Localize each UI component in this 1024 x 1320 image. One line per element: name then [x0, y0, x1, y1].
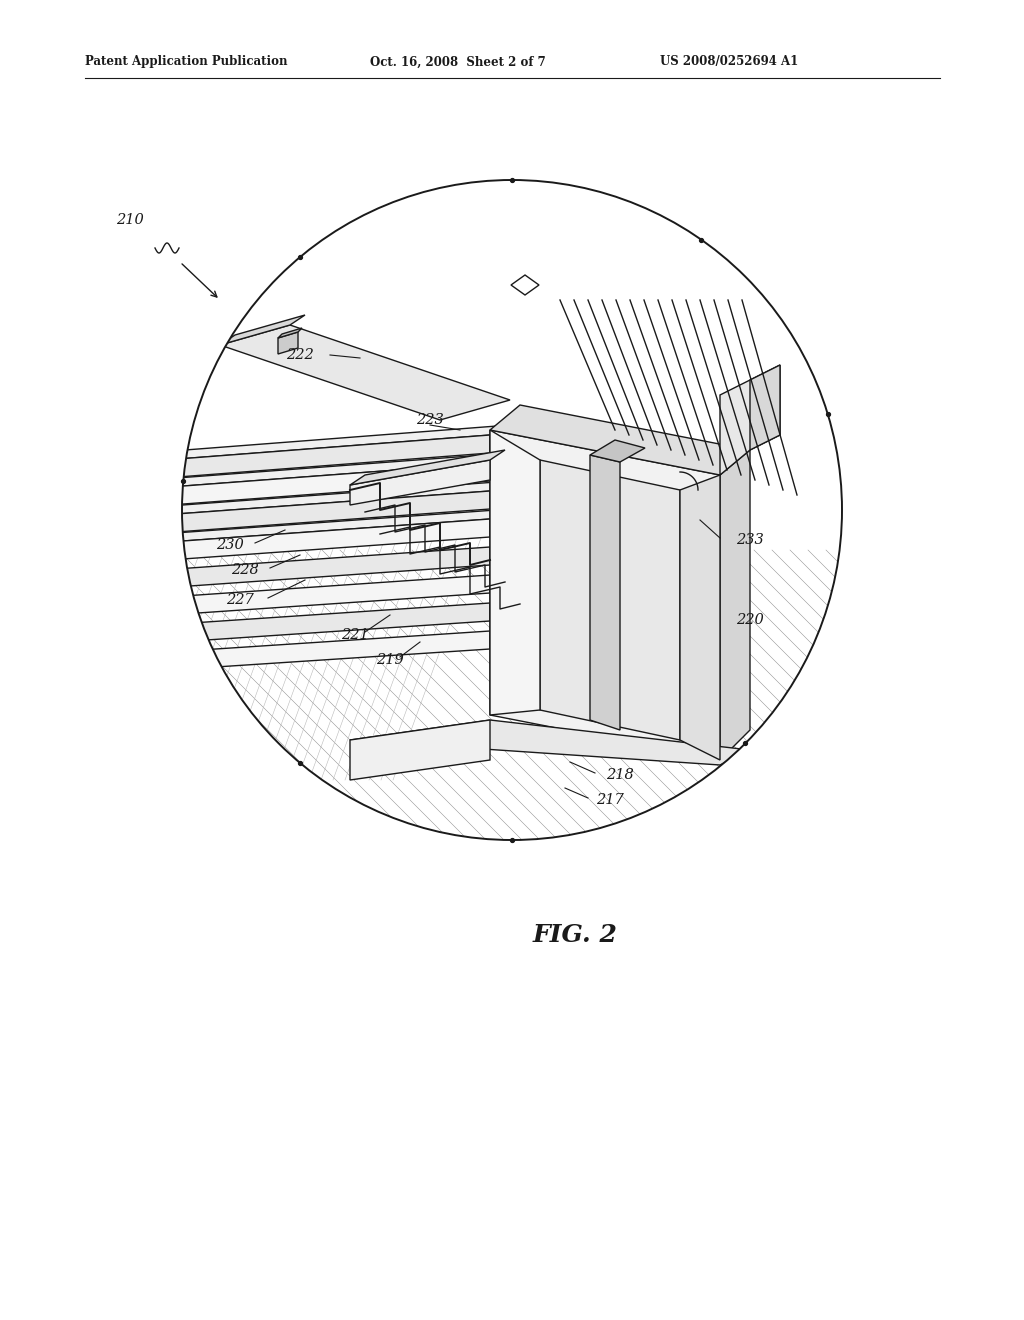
- Polygon shape: [350, 450, 505, 484]
- Polygon shape: [150, 480, 510, 516]
- Polygon shape: [720, 366, 780, 475]
- Polygon shape: [350, 719, 490, 780]
- Text: 221: 221: [341, 628, 369, 642]
- Text: 230: 230: [216, 539, 244, 552]
- Polygon shape: [680, 475, 720, 760]
- Polygon shape: [157, 453, 510, 488]
- Polygon shape: [220, 315, 305, 345]
- Text: Oct. 16, 2008  Sheet 2 of 7: Oct. 16, 2008 Sheet 2 of 7: [370, 55, 546, 69]
- Polygon shape: [350, 719, 750, 766]
- Polygon shape: [125, 576, 490, 618]
- Polygon shape: [750, 366, 780, 450]
- Polygon shape: [165, 436, 490, 478]
- Text: 223: 223: [416, 413, 443, 426]
- Polygon shape: [117, 603, 490, 645]
- Polygon shape: [109, 631, 490, 675]
- Text: US 2008/0252694 A1: US 2008/0252694 A1: [660, 55, 799, 69]
- Polygon shape: [350, 459, 490, 506]
- Polygon shape: [590, 455, 620, 730]
- Text: 210: 210: [116, 213, 144, 227]
- Polygon shape: [490, 405, 750, 475]
- Text: FIG. 2: FIG. 2: [532, 923, 617, 946]
- Polygon shape: [133, 546, 490, 590]
- Polygon shape: [590, 440, 645, 462]
- Polygon shape: [278, 327, 302, 338]
- Polygon shape: [150, 491, 490, 535]
- Polygon shape: [720, 450, 750, 760]
- Text: 228: 228: [231, 564, 259, 577]
- Polygon shape: [165, 425, 510, 459]
- Polygon shape: [157, 463, 490, 506]
- Polygon shape: [220, 325, 510, 420]
- Polygon shape: [490, 430, 540, 715]
- Text: 219: 219: [376, 653, 403, 667]
- Polygon shape: [278, 333, 298, 354]
- Text: 227: 227: [226, 593, 254, 607]
- Text: 217: 217: [596, 793, 624, 807]
- Polygon shape: [141, 510, 510, 544]
- Polygon shape: [540, 459, 680, 741]
- Text: Patent Application Publication: Patent Application Publication: [85, 55, 288, 69]
- Polygon shape: [141, 519, 490, 562]
- Text: 220: 220: [736, 612, 764, 627]
- Polygon shape: [490, 430, 720, 760]
- Text: 222: 222: [286, 348, 314, 362]
- Text: 218: 218: [606, 768, 634, 781]
- Text: 233: 233: [736, 533, 764, 546]
